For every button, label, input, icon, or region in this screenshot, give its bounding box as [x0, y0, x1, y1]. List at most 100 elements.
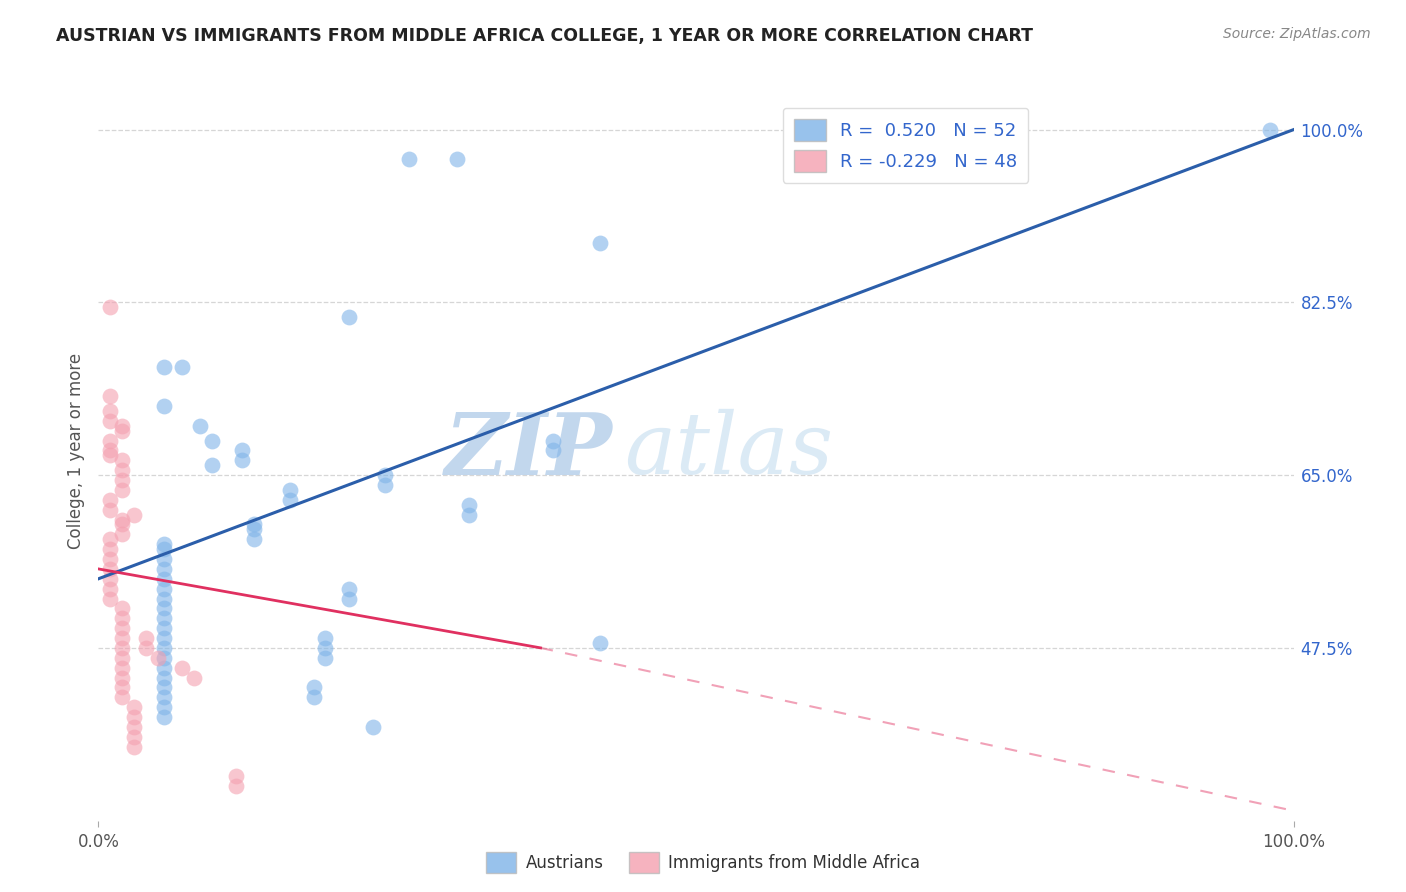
Point [374, 468, 396, 483]
Point [98, 389, 122, 403]
Point [363, 720, 385, 734]
Text: atlas: atlas [624, 409, 834, 491]
Point [225, 779, 247, 793]
Point [111, 671, 134, 685]
Point [124, 730, 146, 744]
Point [153, 591, 176, 606]
Point [1258, 122, 1281, 136]
Point [458, 498, 481, 512]
Point [153, 359, 176, 374]
Point [153, 621, 176, 635]
Point [124, 710, 146, 724]
Point [98, 434, 122, 448]
Point [135, 631, 157, 645]
Point [98, 443, 122, 458]
Point [111, 660, 134, 674]
Point [98, 301, 122, 315]
Legend: Austrians, Immigrants from Middle Africa: Austrians, Immigrants from Middle Africa [479, 846, 927, 880]
Point [153, 690, 176, 705]
Point [231, 453, 253, 467]
Legend: R =  0.520   N = 52, R = -0.229   N = 48: R = 0.520 N = 52, R = -0.229 N = 48 [783, 108, 1028, 183]
Point [153, 650, 176, 665]
Point [111, 473, 134, 487]
Point [183, 671, 205, 685]
Point [153, 671, 176, 685]
Point [153, 572, 176, 586]
Point [153, 399, 176, 413]
Point [124, 700, 146, 714]
Point [111, 483, 134, 497]
Point [153, 640, 176, 655]
Point [153, 710, 176, 724]
Point [111, 690, 134, 705]
Point [153, 611, 176, 625]
Point [111, 527, 134, 541]
Point [315, 650, 337, 665]
Point [541, 434, 564, 448]
Point [315, 631, 337, 645]
Point [111, 463, 134, 477]
Point [98, 552, 122, 566]
Point [278, 483, 301, 497]
Point [153, 537, 176, 551]
Point [111, 640, 134, 655]
Point [278, 492, 301, 507]
Point [111, 453, 134, 467]
Point [339, 591, 361, 606]
Point [111, 512, 134, 526]
Point [98, 542, 122, 557]
Point [243, 533, 266, 547]
Point [124, 720, 146, 734]
Point [153, 700, 176, 714]
Point [589, 636, 612, 650]
Point [111, 611, 134, 625]
Point [153, 582, 176, 596]
Point [589, 236, 612, 251]
Point [541, 443, 564, 458]
Point [111, 517, 134, 532]
Point [172, 359, 194, 374]
Point [111, 418, 134, 433]
Point [98, 533, 122, 547]
Point [98, 502, 122, 516]
Point [458, 508, 481, 522]
Text: Source: ZipAtlas.com: Source: ZipAtlas.com [1223, 27, 1371, 41]
Point [172, 660, 194, 674]
Point [111, 621, 134, 635]
Point [98, 414, 122, 428]
Point [124, 508, 146, 522]
Point [98, 572, 122, 586]
Point [153, 660, 176, 674]
Point [201, 458, 224, 473]
Point [153, 542, 176, 557]
Point [98, 449, 122, 463]
Point [231, 443, 253, 458]
Point [398, 153, 420, 167]
Point [153, 562, 176, 576]
Point [302, 690, 325, 705]
Point [111, 631, 134, 645]
Point [188, 418, 211, 433]
Point [243, 517, 266, 532]
Point [201, 434, 224, 448]
Point [302, 681, 325, 695]
Point [446, 153, 468, 167]
Point [243, 523, 266, 537]
Point [148, 650, 170, 665]
Point [153, 631, 176, 645]
Point [135, 640, 157, 655]
Point [153, 601, 176, 615]
Point [98, 582, 122, 596]
Y-axis label: College, 1 year or more: College, 1 year or more [66, 352, 84, 549]
Point [153, 552, 176, 566]
Point [98, 404, 122, 418]
Text: ZIP: ZIP [444, 409, 613, 492]
Point [98, 591, 122, 606]
Point [111, 681, 134, 695]
Point [124, 739, 146, 754]
Point [111, 424, 134, 438]
Text: AUSTRIAN VS IMMIGRANTS FROM MIDDLE AFRICA COLLEGE, 1 YEAR OR MORE CORRELATION CH: AUSTRIAN VS IMMIGRANTS FROM MIDDLE AFRIC… [56, 27, 1033, 45]
Point [225, 769, 247, 783]
Point [339, 582, 361, 596]
Point [315, 640, 337, 655]
